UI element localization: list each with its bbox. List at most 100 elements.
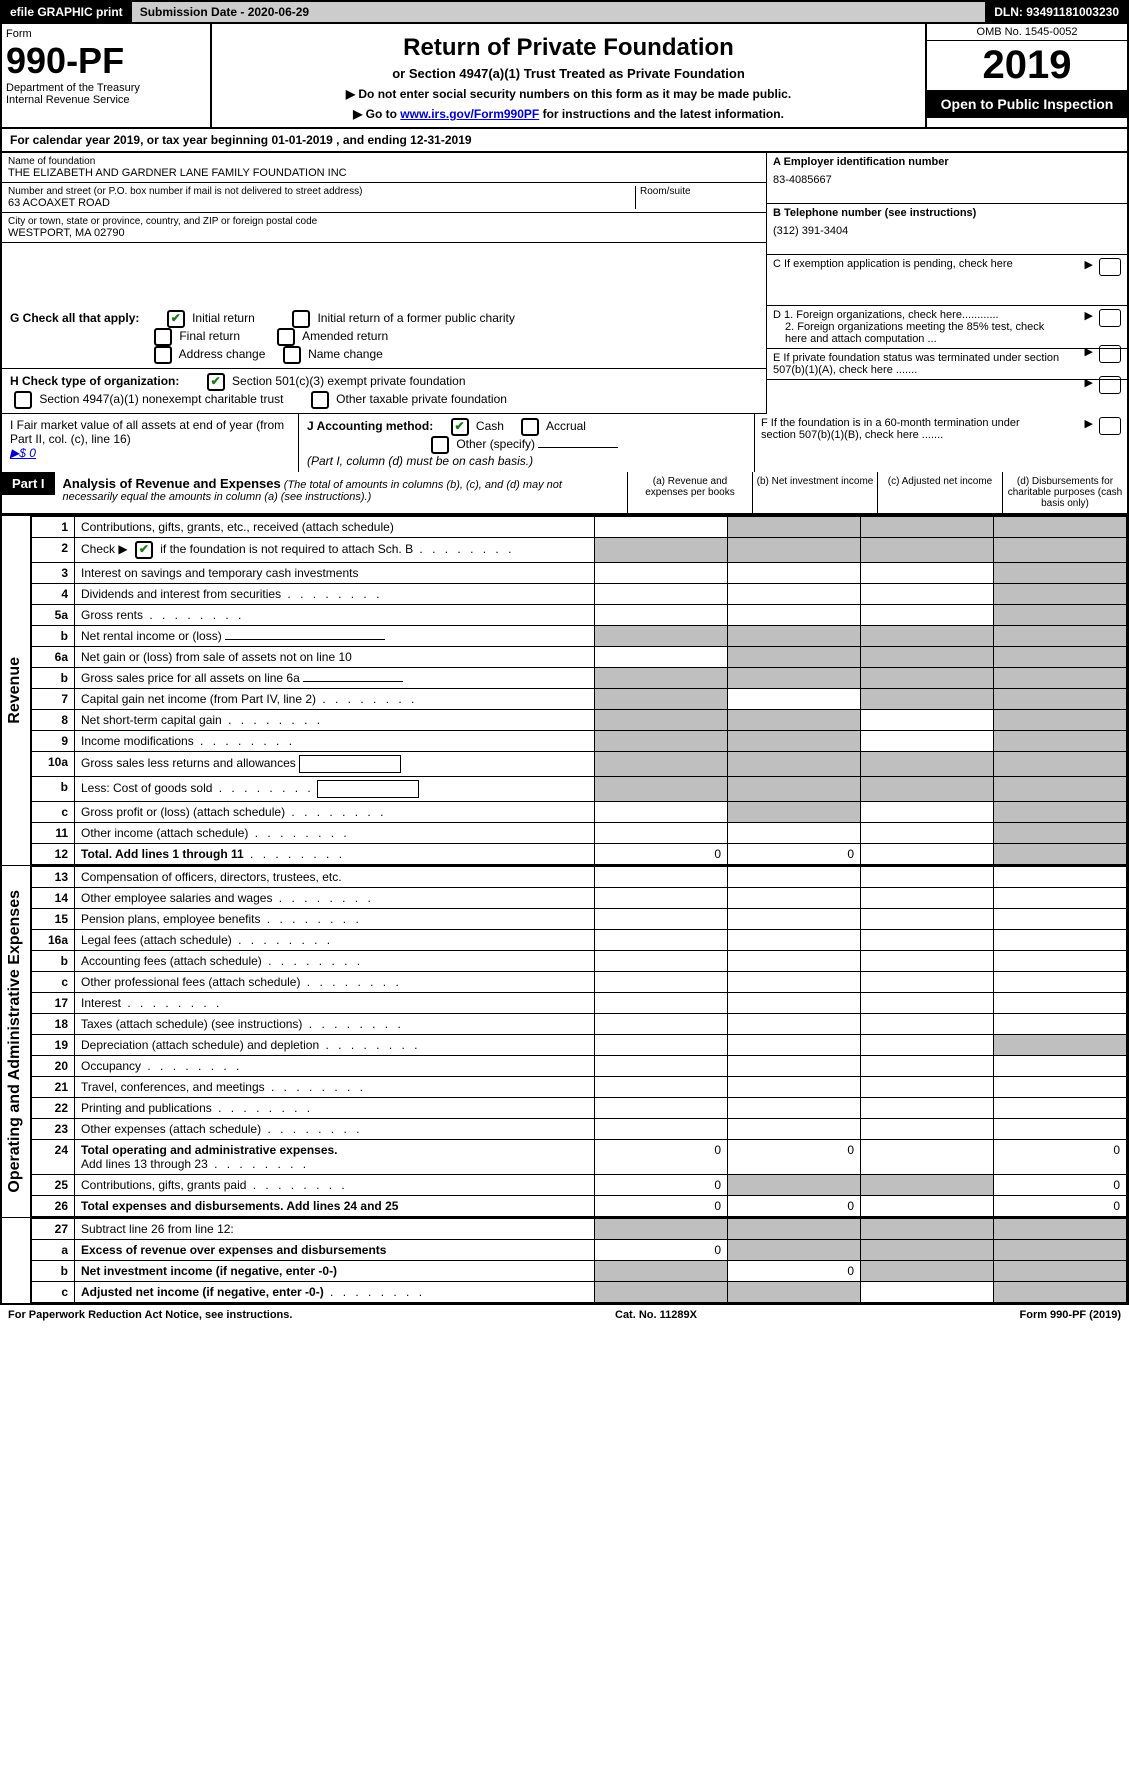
i-label: I Fair market value of all assets at end… — [10, 418, 284, 446]
g-initial-checkbox[interactable] — [167, 310, 185, 328]
phone-row: B Telephone number (see instructions) (3… — [767, 204, 1127, 255]
e-row: E If private foundation status was termi… — [767, 349, 1127, 380]
g-final-checkbox[interactable] — [154, 328, 172, 346]
g-initial-former-checkbox[interactable] — [292, 310, 310, 328]
h-4947-checkbox[interactable] — [14, 391, 32, 409]
j-note: (Part I, column (d) must be on cash basi… — [307, 454, 533, 468]
g-name-checkbox[interactable] — [283, 346, 301, 364]
h-other: Other taxable private foundation — [336, 392, 507, 406]
name-row: Name of foundation THE ELIZABETH AND GAR… — [2, 153, 766, 183]
pra-notice: For Paperwork Reduction Act Notice, see … — [8, 1309, 292, 1321]
h-4947: Section 4947(a)(1) nonexempt charitable … — [39, 392, 283, 406]
ein: 83-4085667 — [773, 174, 1121, 186]
section-d-e: D 1. Foreign organizations, check here..… — [767, 306, 1127, 414]
line-5b: Net rental income or (loss) — [75, 626, 595, 647]
l27a-a: 0 — [595, 1240, 728, 1261]
g-initial-former: Initial return of a former public charit… — [317, 311, 514, 325]
addr-row: Number and street (or P.O. box number if… — [2, 183, 766, 213]
g-name: Name change — [308, 347, 383, 361]
d2: 2. Foreign organizations meeting the 85%… — [785, 321, 1065, 345]
line-27b: Net investment income (if negative, ente… — [75, 1261, 595, 1282]
line-26: Total expenses and disbursements. Add li… — [75, 1196, 595, 1217]
revenue-lines: 1Contributions, gifts, grants, etc., rec… — [31, 516, 1127, 865]
d2-checkbox[interactable] — [1099, 345, 1121, 363]
phone-label: B Telephone number (see instructions) — [773, 207, 1121, 219]
e-checkbox[interactable] — [1099, 376, 1121, 394]
instr-2: ▶ Go to www.irs.gov/Form990PF for instru… — [218, 107, 919, 121]
line-1: Contributions, gifts, grants, etc., rece… — [75, 517, 595, 538]
l12-a: 0 — [595, 844, 728, 865]
subtract-lines: 27Subtract line 26 from line 12: aExcess… — [31, 1218, 1127, 1303]
g-initial: Initial return — [192, 311, 255, 325]
i-val-link[interactable]: ▶$ 0 — [10, 446, 36, 460]
form-subtitle: or Section 4947(a)(1) Trust Treated as P… — [218, 66, 919, 81]
info-right: A Employer identification number 83-4085… — [766, 153, 1127, 306]
g-addr-checkbox[interactable] — [154, 346, 172, 364]
h-label: H Check type of organization: — [10, 374, 179, 388]
l24-a: 0 — [595, 1140, 728, 1175]
form-ref: Form 990-PF (2019) — [1020, 1309, 1121, 1321]
tax-year: 2019 — [927, 41, 1127, 90]
info-block: Name of foundation THE ELIZABETH AND GAR… — [0, 153, 1129, 306]
d1-checkbox[interactable] — [1099, 309, 1121, 327]
city: WESTPORT, MA 02790 — [8, 227, 760, 239]
j-cash-checkbox[interactable] — [451, 418, 469, 436]
dept: Department of the Treasury — [6, 82, 206, 94]
line-10c: Gross profit or (loss) (attach schedule) — [75, 802, 595, 823]
c-label: C If exemption application is pending, c… — [773, 258, 1013, 270]
addr-label: Number and street (or P.O. box number if… — [8, 186, 635, 197]
h-501-checkbox[interactable] — [207, 373, 225, 391]
line-27c: Adjusted net income (if negative, enter … — [75, 1282, 595, 1303]
j-accrual-checkbox[interactable] — [521, 418, 539, 436]
form-number: 990-PF — [6, 40, 206, 82]
line-24: Total operating and administrative expen… — [75, 1140, 595, 1175]
l26-d: 0 — [994, 1196, 1127, 1217]
irs-link[interactable]: www.irs.gov/Form990PF — [400, 107, 539, 121]
line-9: Income modifications — [75, 731, 595, 752]
c-row: C If exemption application is pending, c… — [767, 255, 1127, 306]
header-right: OMB No. 1545-0052 2019 Open to Public In… — [925, 24, 1127, 127]
city-label: City or town, state or province, country… — [8, 216, 760, 227]
col-d-head: (d) Disbursements for charitable purpose… — [1002, 472, 1127, 513]
col-a-head: (a) Revenue and expenses per books — [627, 472, 752, 513]
line-23: Other expenses (attach schedule) — [75, 1119, 595, 1140]
j-other-blank[interactable] — [538, 447, 618, 448]
line-8: Net short-term capital gain — [75, 710, 595, 731]
line-16a: Legal fees (attach schedule) — [75, 930, 595, 951]
line-16b: Accounting fees (attach schedule) — [75, 951, 595, 972]
form-word: Form — [6, 28, 206, 40]
efile-label: efile GRAPHIC print — [2, 2, 132, 22]
section-i-f: I Fair market value of all assets at end… — [0, 414, 1129, 472]
f-checkbox[interactable] — [1099, 417, 1121, 435]
j-accrual: Accrual — [546, 419, 586, 433]
j-other-checkbox[interactable] — [431, 436, 449, 454]
line-22: Printing and publications — [75, 1098, 595, 1119]
irs: Internal Revenue Service — [6, 94, 206, 106]
l2-checkbox[interactable] — [135, 541, 153, 559]
open-public: Open to Public Inspection — [927, 90, 1127, 118]
info-left: Name of foundation THE ELIZABETH AND GAR… — [2, 153, 766, 306]
line-10b: Less: Cost of goods sold — [75, 777, 595, 802]
l26-b: 0 — [728, 1196, 861, 1217]
name-label: Name of foundation — [8, 156, 760, 167]
line-15: Pension plans, employee benefits — [75, 909, 595, 930]
foundation-name: THE ELIZABETH AND GARDNER LANE FAMILY FO… — [8, 167, 760, 179]
ein-row: A Employer identification number 83-4085… — [767, 153, 1127, 204]
l24-b: 0 — [728, 1140, 861, 1175]
instr2-post: for instructions and the latest informat… — [543, 107, 784, 121]
section-h: H Check type of organization: Section 50… — [2, 369, 766, 414]
line-13: Compensation of officers, directors, tru… — [75, 867, 595, 888]
c-checkbox[interactable] — [1099, 258, 1121, 276]
h-other-checkbox[interactable] — [311, 391, 329, 409]
g-addr: Address change — [179, 347, 266, 361]
line-11: Other income (attach schedule) — [75, 823, 595, 844]
line-27: Subtract line 26 from line 12: — [75, 1219, 595, 1240]
line-16c: Other professional fees (attach schedule… — [75, 972, 595, 993]
l12-b: 0 — [728, 844, 861, 865]
line-3: Interest on savings and temporary cash i… — [75, 563, 595, 584]
line-5a: Gross rents — [75, 605, 595, 626]
g-amended-checkbox[interactable] — [277, 328, 295, 346]
line-19: Depreciation (attach schedule) and deple… — [75, 1035, 595, 1056]
line-12: Total. Add lines 1 through 11 — [75, 844, 595, 865]
form-title: Return of Private Foundation — [218, 34, 919, 62]
